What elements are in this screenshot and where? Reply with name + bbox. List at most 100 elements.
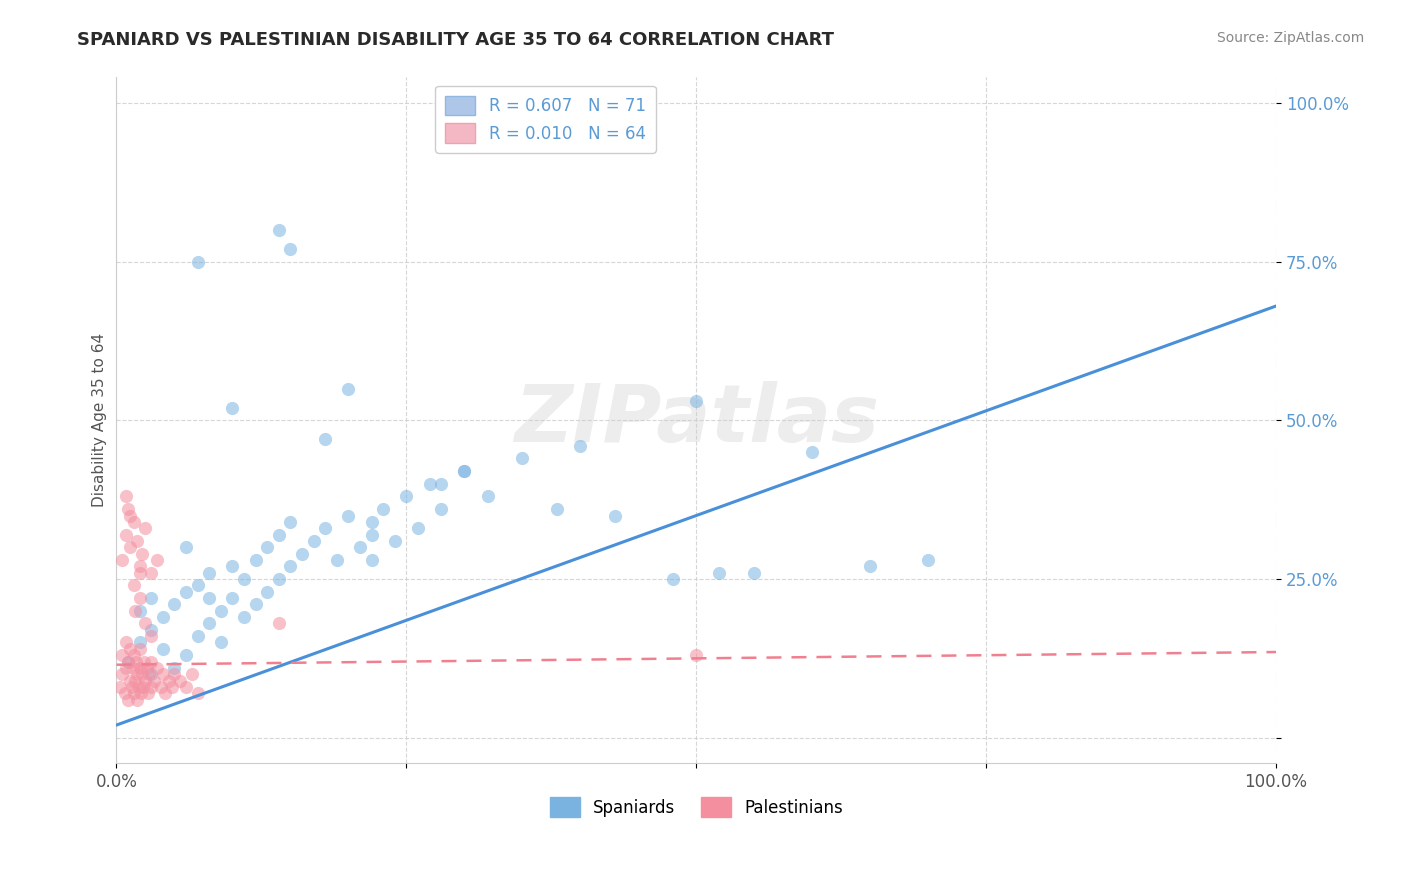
Point	[114, 661, 136, 675]
Point	[141, 667, 163, 681]
Point	[125, 655, 148, 669]
Point	[134, 655, 156, 669]
Point	[163, 598, 186, 612]
Point	[132, 680, 155, 694]
Point	[128, 566, 150, 580]
Point	[406, 521, 429, 535]
Point	[122, 648, 145, 663]
Point	[209, 604, 232, 618]
Point	[280, 559, 302, 574]
Point	[546, 502, 568, 516]
Point	[373, 502, 395, 516]
Point	[141, 623, 163, 637]
Point	[291, 547, 314, 561]
Point	[128, 559, 150, 574]
Point	[180, 667, 202, 681]
Point	[127, 533, 149, 548]
Point	[174, 680, 197, 694]
Point	[129, 686, 152, 700]
Point	[198, 616, 221, 631]
Point	[477, 490, 499, 504]
Point	[127, 692, 149, 706]
Point	[256, 541, 278, 555]
Point	[138, 667, 160, 681]
Point	[314, 521, 336, 535]
Point	[131, 547, 153, 561]
Point	[267, 572, 290, 586]
Point	[111, 667, 134, 681]
Point	[141, 629, 163, 643]
Point	[174, 584, 197, 599]
Point	[135, 661, 157, 675]
Point	[430, 502, 453, 516]
Point	[128, 641, 150, 656]
Point	[152, 641, 174, 656]
Point	[337, 382, 360, 396]
Point	[326, 553, 349, 567]
Point	[605, 508, 627, 523]
Point	[114, 686, 136, 700]
Point	[152, 610, 174, 624]
Point	[453, 464, 475, 478]
Point	[141, 655, 163, 669]
Point	[280, 515, 302, 529]
Point	[859, 559, 882, 574]
Point	[267, 527, 290, 541]
Point	[114, 490, 136, 504]
Legend: Spaniards, Palestinians: Spaniards, Palestinians	[543, 791, 849, 823]
Point	[280, 242, 302, 256]
Point	[685, 394, 707, 409]
Point	[117, 655, 139, 669]
Point	[169, 673, 191, 688]
Point	[111, 553, 134, 567]
Text: ZIPatlas: ZIPatlas	[513, 381, 879, 459]
Point	[198, 591, 221, 605]
Point	[302, 533, 325, 548]
Point	[120, 541, 142, 555]
Point	[360, 553, 382, 567]
Point	[709, 566, 731, 580]
Y-axis label: Disability Age 35 to 64: Disability Age 35 to 64	[93, 334, 107, 508]
Text: Source: ZipAtlas.com: Source: ZipAtlas.com	[1216, 31, 1364, 45]
Point	[122, 515, 145, 529]
Point	[267, 223, 290, 237]
Point	[360, 527, 382, 541]
Point	[337, 508, 360, 523]
Point	[256, 584, 278, 599]
Point	[685, 648, 707, 663]
Point	[108, 680, 131, 694]
Point	[245, 598, 267, 612]
Point	[111, 648, 134, 663]
Point	[233, 610, 256, 624]
Point	[124, 604, 146, 618]
Point	[157, 673, 180, 688]
Point	[128, 591, 150, 605]
Point	[209, 635, 232, 649]
Point	[662, 572, 685, 586]
Point	[174, 648, 197, 663]
Point	[198, 566, 221, 580]
Point	[314, 433, 336, 447]
Point	[117, 502, 139, 516]
Point	[128, 604, 150, 618]
Point	[134, 616, 156, 631]
Point	[146, 553, 169, 567]
Point	[221, 401, 243, 415]
Point	[149, 680, 172, 694]
Point	[512, 451, 534, 466]
Point	[360, 515, 382, 529]
Point	[430, 476, 453, 491]
Point	[160, 680, 183, 694]
Point	[128, 680, 150, 694]
Point	[121, 680, 143, 694]
Point	[187, 254, 209, 268]
Point	[742, 566, 765, 580]
Point	[163, 667, 186, 681]
Point	[245, 553, 267, 567]
Point	[152, 667, 174, 681]
Point	[134, 673, 156, 688]
Point	[117, 692, 139, 706]
Point	[114, 635, 136, 649]
Text: SPANIARD VS PALESTINIAN DISABILITY AGE 35 TO 64 CORRELATION CHART: SPANIARD VS PALESTINIAN DISABILITY AGE 3…	[77, 31, 834, 49]
Point	[384, 533, 406, 548]
